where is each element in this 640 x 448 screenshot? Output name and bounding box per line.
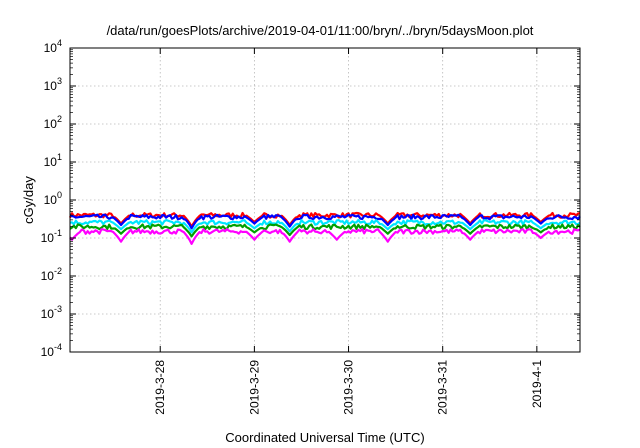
y-tick-label: 10-1 xyxy=(41,228,62,245)
x-tick-label: 2019-4-1 xyxy=(530,360,544,408)
x-tick-label: 2019-3-30 xyxy=(342,360,356,415)
x-axis-label: Coordinated Universal Time (UTC) xyxy=(225,430,424,445)
x-tick-label: 2019-3-29 xyxy=(247,360,261,415)
y-tick-label: 100 xyxy=(44,190,62,207)
series-group xyxy=(69,211,581,245)
series-line xyxy=(69,213,581,230)
y-tick-label: 10-3 xyxy=(41,304,62,321)
x-tick-label: 2019-3-28 xyxy=(153,360,167,415)
y-tick-label: 10-4 xyxy=(41,342,62,359)
y-axis-label: cGy/day xyxy=(21,176,36,224)
axes: 10-4 10-3 10-2 10-1 100 101 102 103 104 2019-3-28… xyxy=(41,38,580,415)
grid xyxy=(70,48,580,352)
series-line xyxy=(69,228,581,245)
series-line xyxy=(69,211,581,228)
chart-title: /data/run/goesPlots/archive/2019-04-01/1… xyxy=(107,23,534,38)
x-tick-label: 2019-3-31 xyxy=(436,360,450,415)
y-tick-label: 10-2 xyxy=(41,266,62,283)
series-line xyxy=(69,219,581,234)
series-line xyxy=(69,223,581,238)
y-tick-label: 102 xyxy=(44,114,62,131)
y-tick-label: 101 xyxy=(44,152,62,169)
y-tick-label: 103 xyxy=(44,76,62,93)
y-tick-label: 104 xyxy=(44,38,62,55)
